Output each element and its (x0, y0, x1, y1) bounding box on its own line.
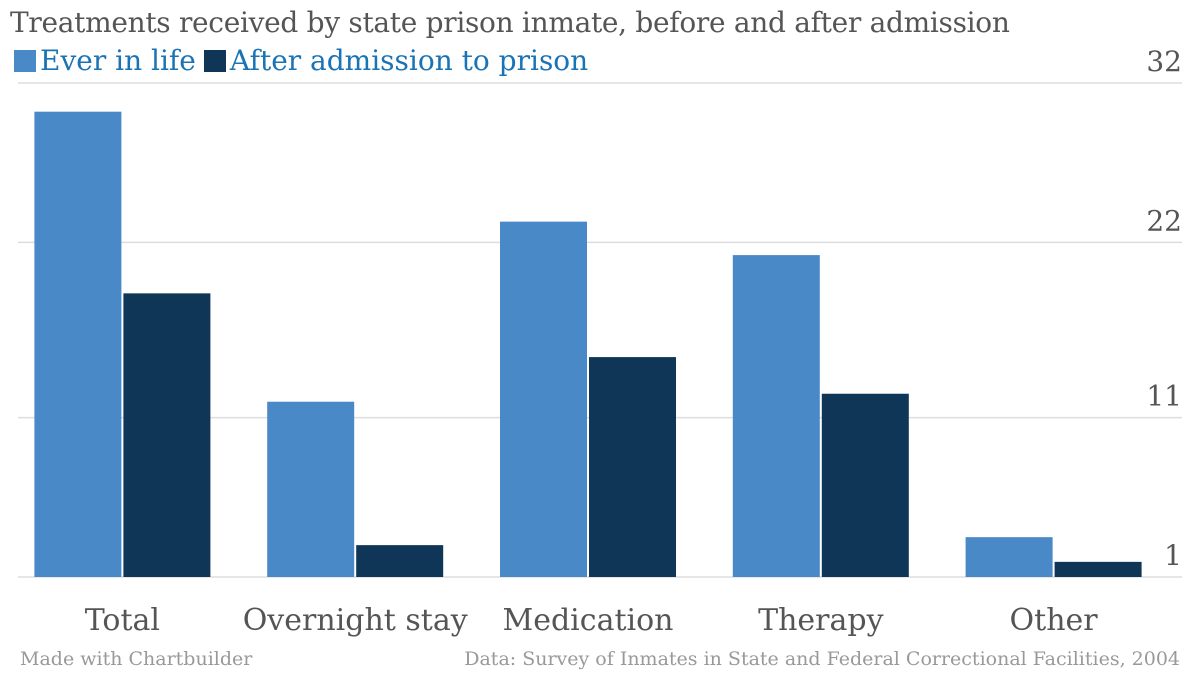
x-category-label: Other (1010, 603, 1099, 638)
y-tick-label: 1 (1164, 539, 1182, 572)
x-category-label: Medication (503, 603, 674, 638)
bar-after-admission (356, 545, 444, 577)
legend-swatch-after-admission (203, 49, 226, 72)
x-category-label: Total (85, 603, 160, 638)
legend-item-after-admission: After admission to prison (203, 44, 589, 77)
bar-ever-in-life (34, 111, 122, 577)
bar-after-admission (821, 393, 909, 577)
chart-legend: Ever in life After admission to prison (14, 44, 596, 77)
legend-label-after-admission: After admission to prison (229, 44, 589, 77)
bar-ever-in-life (267, 401, 355, 577)
legend-swatch-ever-in-life (14, 49, 36, 72)
footer-credit: Made with Chartbuilder (20, 648, 253, 670)
y-tick-label: 11 (1146, 380, 1182, 413)
bar-after-admission (123, 293, 211, 577)
bar-ever-in-life (732, 255, 820, 578)
bars (34, 111, 1142, 578)
bar-ever-in-life (965, 537, 1053, 577)
legend-label-ever-in-life: Ever in life (40, 44, 196, 77)
y-tick-label: 32 (1146, 45, 1182, 78)
bar-after-admission (1054, 561, 1142, 577)
chart-title: Treatments received by state prison inma… (10, 6, 1010, 39)
x-axis-labels: Total Overnight stay Medication Therapy Othe… (85, 603, 1099, 638)
bar-ever-in-life (500, 221, 587, 577)
x-category-label: Overnight stay (243, 603, 468, 638)
y-tick-label: 22 (1146, 204, 1182, 237)
bar-after-admission (589, 357, 676, 577)
x-category-label: Therapy (758, 603, 884, 638)
legend-item-ever-in-life: Ever in life (14, 44, 196, 77)
footer-source: Data: Survey of Inmates in State and Fed… (464, 648, 1180, 670)
